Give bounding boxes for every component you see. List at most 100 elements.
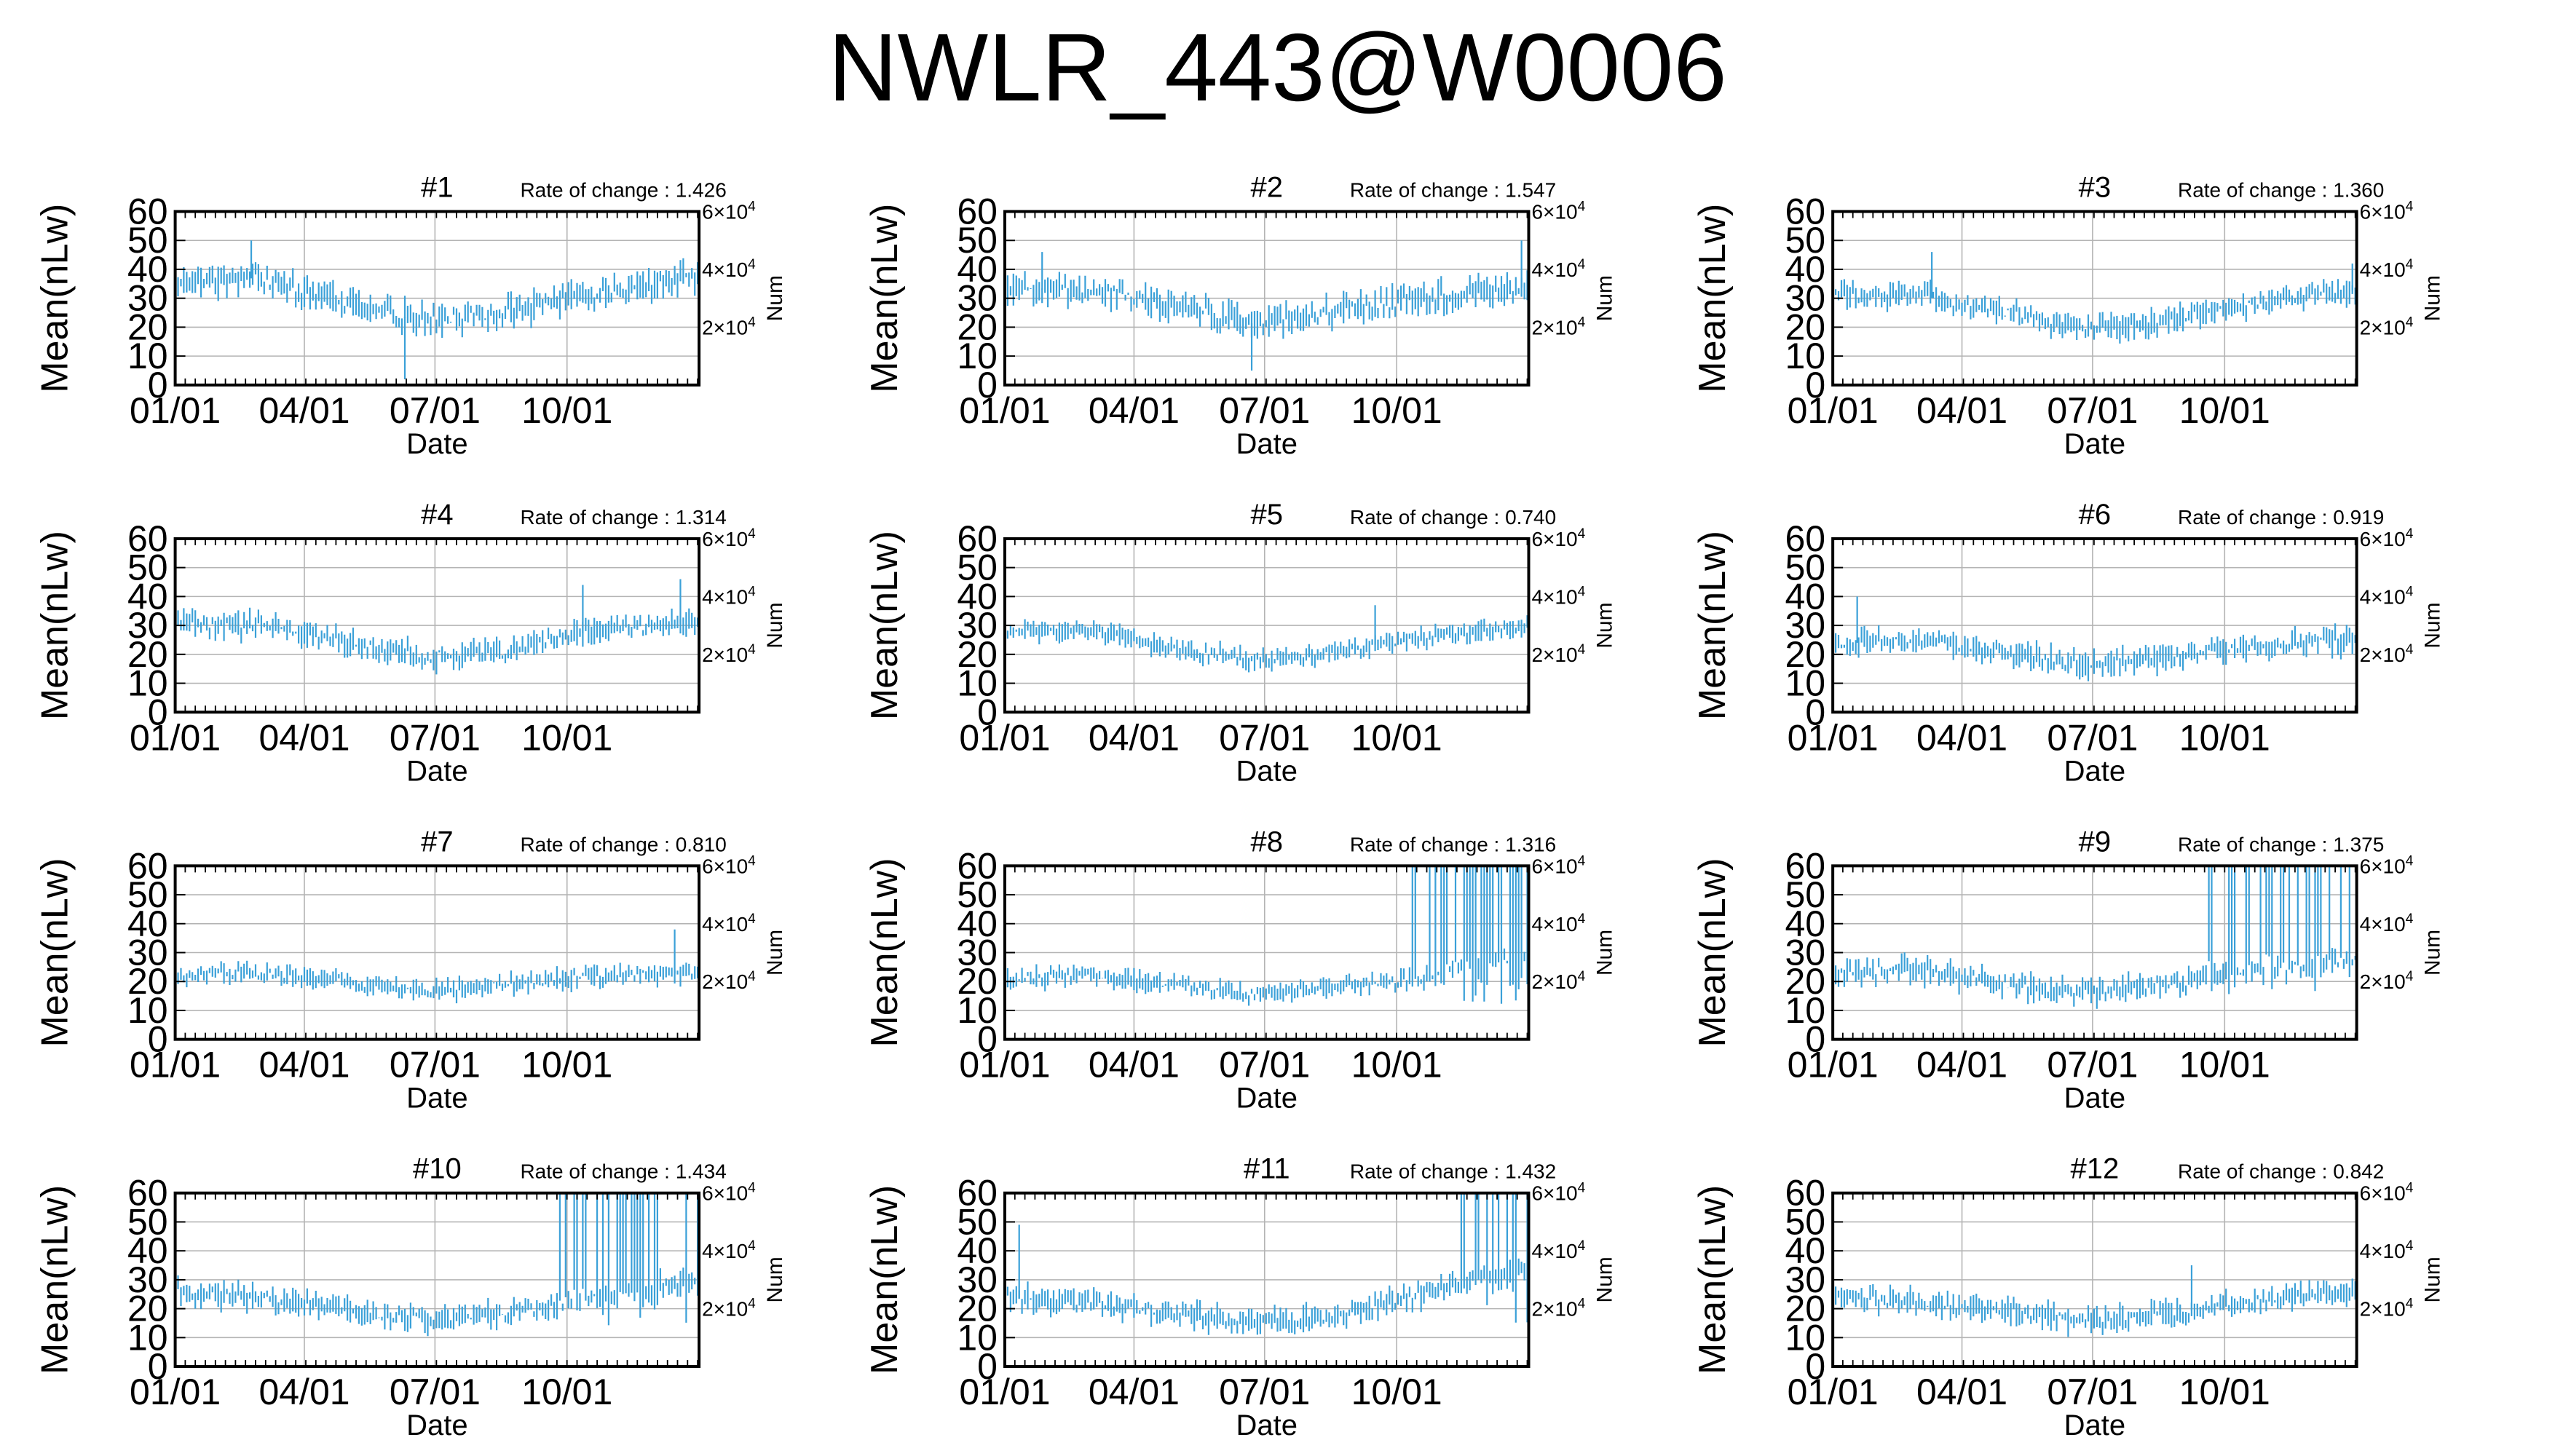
y-tick-label: 20 [127,1289,168,1329]
y2-tick-label: 2×104 [702,314,756,339]
y2-tick-label: 2×104 [1531,1297,1585,1321]
page-title: NWLR_443@W0006 [828,14,1727,121]
y-tick-label: 0 [1805,692,1825,732]
y2-tick-label: 2×104 [702,1297,756,1321]
y-tick-label: 60 [1785,1173,1826,1214]
x-tick-label: 01/01 [130,1045,221,1085]
y-tick-label: 50 [1785,220,1826,261]
y-axis-label: Mean(nLw) [34,1185,76,1374]
x-axis-label: Date [1236,755,1298,787]
y2-tick-label: 6×104 [702,1181,756,1205]
y2-tick-label: 6×104 [2360,853,2414,877]
y-tick-label: 30 [127,278,168,319]
x-axis-label: Date [1236,428,1298,460]
y-tick-label: 60 [127,1173,168,1214]
x-tick-label: 01/01 [959,390,1050,431]
x-tick-label: 01/01 [1788,390,1879,431]
rate-of-change: Rate of change : 1.432 [1350,1160,1556,1183]
y-tick-label: 10 [127,990,168,1031]
y-tick-label: 50 [957,547,998,588]
y-tick-label: 0 [977,1019,998,1060]
x-tick-label: 10/01 [1351,717,1442,758]
y-tick-label: 20 [127,961,168,1002]
y2-tick-label: 2×104 [2360,969,2414,993]
x-tick-label: 04/01 [1916,717,2007,758]
y-tick-label: 50 [957,220,998,261]
x-tick-label: 07/01 [390,1045,481,1085]
x-minor-ticks [174,1192,698,1367]
y-tick-label: 40 [127,903,168,944]
y2-axis-label: Num [763,1257,787,1302]
y-tick-label: 20 [1785,961,1826,1002]
y2-tick-label: 4×104 [702,1238,756,1262]
y-tick-label: 50 [957,874,998,915]
y2-axis-label: Num [1592,930,1616,976]
y-tick-label: 0 [1805,365,1825,405]
y2-tick-label: 4×104 [702,584,756,608]
y-tick-label: 50 [127,874,168,915]
y-tick-label: 20 [1785,1289,1826,1329]
chart-title: #12 [2071,1153,2120,1185]
x-axis-label: Date [406,1083,468,1115]
y-tick-label: 40 [957,576,998,617]
y-axis-label: Mean(nLw) [864,204,906,393]
y2-tick-label: 6×104 [1531,1181,1585,1205]
y-tick-label: 50 [1785,1201,1826,1242]
rate-of-change: Rate of change : 1.434 [520,1160,726,1183]
x-tick-label: 07/01 [390,390,481,431]
y-tick-label: 30 [127,932,168,973]
x-tick-label: 07/01 [390,717,481,758]
y-tick-label: 0 [148,1019,168,1060]
y-tick-label: 40 [957,903,998,944]
x-minor-ticks [1832,538,2356,713]
y-tick-label: 30 [1785,932,1826,973]
chart-title: #8 [1250,826,1283,858]
x-tick-label: 01/01 [959,717,1050,758]
y-tick-label: 30 [957,278,998,319]
y-tick-label: 10 [1785,990,1826,1031]
y-tick-label: 40 [1785,249,1826,290]
x-axis-label: Date [2064,1083,2126,1115]
x-axis-label: Date [2064,428,2126,460]
y2-axis-label: Num [2421,275,2445,321]
x-tick-label: 04/01 [1089,1045,1180,1085]
y2-tick-label: 2×104 [1531,642,1585,666]
x-tick-label: 04/01 [258,717,350,758]
y2-axis-label: Num [1592,602,1616,648]
y-tick-label: 60 [1785,191,1826,232]
rate-of-change: Rate of change : 0.810 [520,833,726,855]
x-tick-label: 10/01 [521,1372,612,1412]
y-tick-label: 20 [957,1289,998,1329]
y2-tick-label: 4×104 [702,911,756,935]
x-tick-label: 07/01 [1219,717,1310,758]
rate-of-change: Rate of change : 1.375 [2178,833,2384,855]
y2-axis-label: Num [2421,1257,2445,1302]
chart-title: #9 [2079,826,2112,858]
rate-of-change: Rate of change : 1.360 [2178,179,2384,202]
y-tick-label: 10 [957,990,998,1031]
y2-tick-label: 2×104 [702,969,756,993]
y-axis-label: Mean(nLw) [1691,1185,1734,1374]
y-tick-label: 60 [957,518,998,559]
y-tick-label: 60 [1785,518,1826,559]
rate-of-change: Rate of change : 1.316 [1350,833,1556,855]
x-tick-label: 10/01 [1351,1045,1442,1085]
x-tick-label: 07/01 [1219,390,1310,431]
y2-tick-label: 2×104 [2360,642,2414,666]
x-minor-ticks [1004,538,1528,713]
chart-title: #3 [2079,172,2112,204]
y-tick-label: 30 [127,605,168,646]
x-axis-label: Date [1236,1409,1298,1441]
y-tick-label: 40 [127,576,168,617]
y-tick-label: 30 [957,605,998,646]
x-minor-ticks [1004,211,1528,385]
data-series [174,607,699,675]
y-tick-label: 40 [1785,1230,1826,1271]
y2-tick-label: 4×104 [702,257,756,281]
x-tick-label: 07/01 [2047,390,2138,431]
x-tick-label: 01/01 [130,717,221,758]
